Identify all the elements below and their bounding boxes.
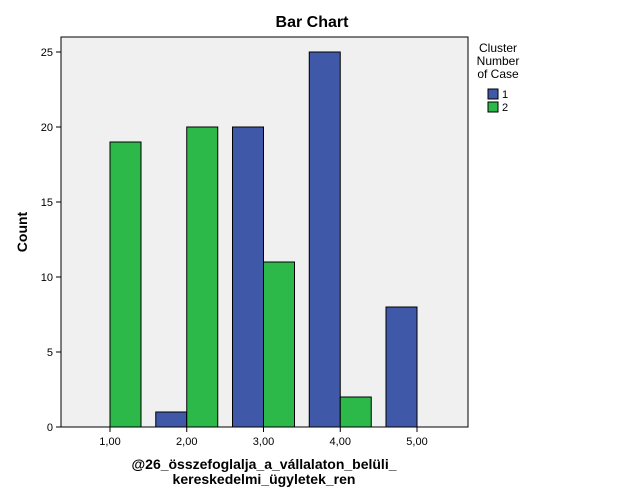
x-tick-label: 5,00 [406,436,427,448]
y-tick-label: 0 [47,422,53,434]
bar-series-2-4-00 [339,396,372,428]
legend-title-line-3: of Case [477,67,519,81]
legend-title-line-2: Number [477,54,520,68]
legend: Cluster Number of Case 12 [477,41,520,114]
x-axis: 1,00 2,00 3,00 4,00 5,00 [99,427,428,448]
y-tick-label: 5 [47,347,53,359]
x-tick-label: 2,00 [176,436,197,448]
bar-series-1-4-00 [308,51,341,428]
legend-label-1: 1 [502,89,508,101]
x-tick-label: 3,00 [253,436,274,448]
x-tick-label: 1,00 [99,436,120,448]
legend-swatch-1 [487,88,499,100]
bar-series-1-5-00 [385,306,418,428]
x-tick-label: 4,00 [330,436,351,448]
legend-label-2: 2 [502,102,508,114]
bar-series-2-1-00 [109,141,142,428]
y-tick-label: 20 [41,122,53,134]
y-tick-label: 10 [41,272,53,284]
bar-series-1-3-00 [232,126,264,428]
y-tick-label: 25 [41,47,53,59]
x-axis-title-line-1: @26_összefoglalja_a_vállalaton_belüli_ [132,456,397,472]
chart-title: Bar Chart [276,14,350,31]
legend-swatch-2 [487,101,499,113]
y-axis: 0 5 10 15 20 25 [41,47,61,434]
bar-series-2-3-00 [263,261,295,428]
x-axis-title-line-2: kereskedelmi_ügyletek_ren [173,471,356,487]
legend-title-line-1: Cluster [479,41,517,55]
y-tick-label: 15 [41,197,53,209]
bar-series-1-2-00 [155,411,188,428]
bar-series-2-2-00 [186,126,219,428]
bars [109,51,418,428]
y-axis-title: Count [14,211,30,252]
